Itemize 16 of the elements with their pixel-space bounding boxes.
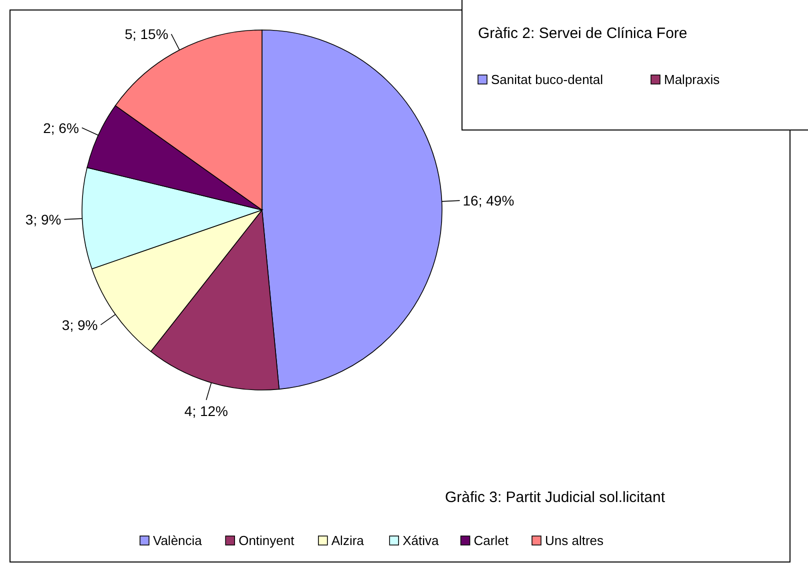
text: Sanitat buco-dental — [491, 72, 604, 87]
legend-label: Uns altres — [545, 533, 604, 548]
legend-label: Alzira — [331, 533, 365, 548]
legend-label: Carlet — [474, 533, 509, 548]
text: Gràfic 2: Servei de Clínica Fore — [478, 25, 688, 42]
data-label: 2; 6% — [43, 120, 79, 136]
text: Gràfic 3: Partit Judicial sol.licitant — [444, 489, 666, 506]
data-label: 3; 9% — [62, 316, 98, 333]
legend-label: Ontinyent — [238, 533, 295, 548]
data-label: 16; 49% — [462, 192, 514, 209]
legend-label: València — [153, 533, 203, 548]
data-label: 3; 9% — [25, 211, 62, 228]
text: Malpraxis — [664, 72, 720, 87]
data-label: 5; 15% — [124, 26, 168, 42]
data-label: 4; 12% — [184, 402, 228, 419]
legend-label: Xátiva — [402, 533, 440, 548]
